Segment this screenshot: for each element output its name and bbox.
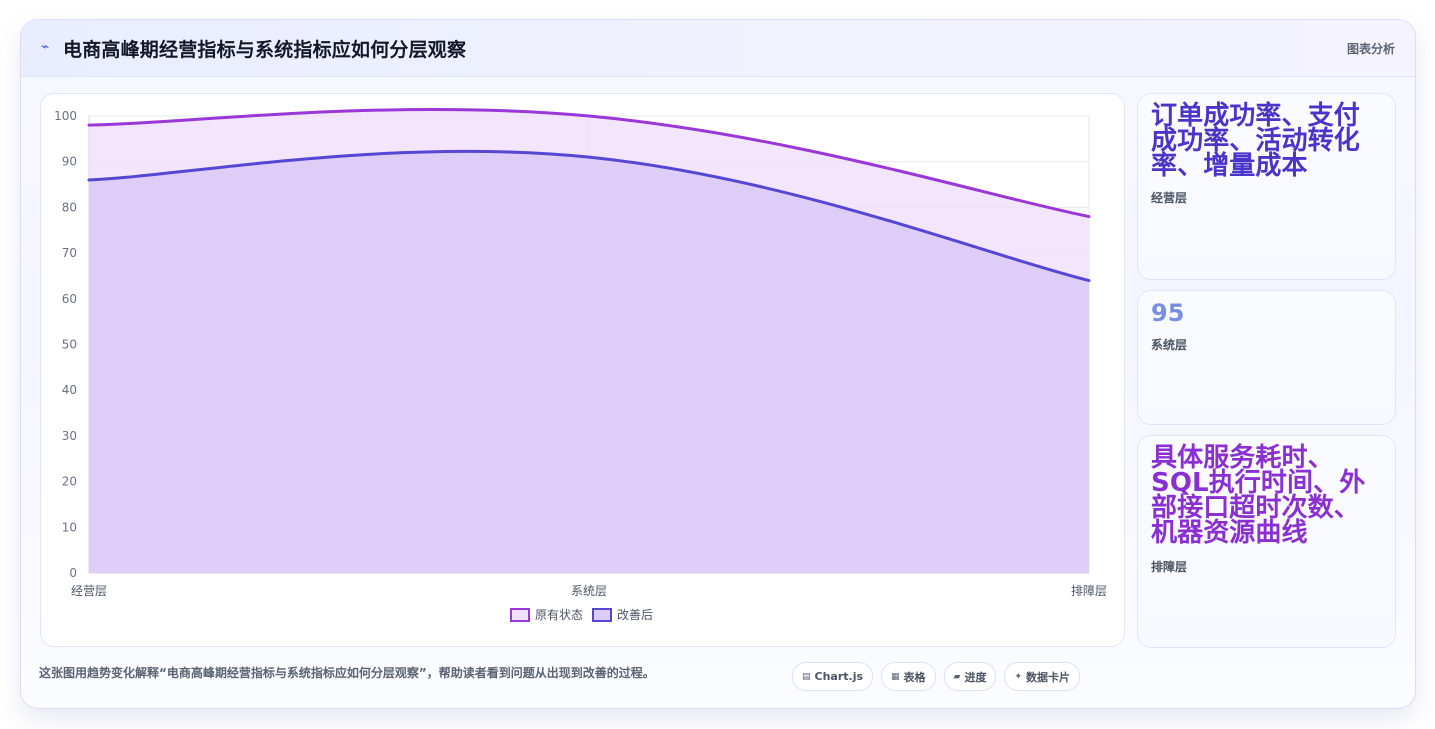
y-tick-label: 40 [62, 383, 77, 397]
series-line-improved [87, 149, 1091, 283]
metric-label-troubleshooting: 排障层 [1151, 560, 1188, 574]
metric-label-business: 经营层 [1151, 191, 1188, 205]
panel-header: ⌁ 电商高峰期经营指标与系统指标应如何分层观察 图表分析 [21, 20, 1415, 77]
chart-card: 0 10 20 30 40 50 60 70 80 90 100 经营层 系统层 排障层原有状态 改善后 [40, 93, 1125, 647]
metric-label-system: 系统层 [1151, 338, 1188, 352]
y-tick-label: 100 [54, 109, 77, 123]
chart-icon: ▤ [802, 671, 811, 682]
trend-icon: ⌁ [41, 39, 50, 55]
legend-label: 原有状态 [535, 608, 583, 622]
legend-swatch [592, 608, 612, 622]
chart-analysis-label: 图表分析 [1346, 42, 1395, 56]
y-tick-label: 10 [62, 520, 77, 534]
series-area-improved [89, 151, 1089, 573]
x-tick-label: 系统层 [571, 584, 607, 598]
metric-value-system: 95 [1151, 299, 1185, 327]
data-card-badge-label: 数据卡片 [1026, 670, 1071, 684]
y-tick-label: 80 [62, 200, 77, 214]
y-tick-label: 20 [62, 475, 77, 489]
metric-value-business: 订单成功率、支付成功率、活动转化率、增量成本 [1151, 101, 1360, 181]
table-badge[interactable]: ▦ 表格 [881, 662, 936, 691]
table-badge-label: 表格 [903, 670, 926, 684]
progress-badge[interactable]: ▰ 进度 [943, 662, 997, 691]
data-card-badge[interactable]: ✦ 数据卡片 [1004, 662, 1081, 691]
y-tick-label: 70 [62, 246, 77, 260]
y-tick-label: 30 [62, 429, 77, 443]
card-icon: ✦ [1014, 671, 1023, 682]
dashboard-panel: ⌁ 电商高峰期经营指标与系统指标应如何分层观察 图表分析 0 10 20 30 40 50… [20, 19, 1416, 709]
legend-label: 改善后 [617, 607, 653, 622]
table-icon: ▦ [891, 671, 900, 682]
metric-value-troubleshooting: 具体服务耗时、SQL执行时间、外部接口超时次数、机器资源曲线 [1151, 443, 1366, 548]
page-title: 电商高峰期经营指标与系统指标应如何分层观察 [63, 39, 467, 61]
chart-note: 这张图用趋势变化解释“电商高峰期经营指标与系统指标应如何分层观察”，帮助读者看到… [39, 666, 655, 680]
metric-card-system: 95 系统层 [1137, 290, 1396, 425]
metric-card-troubleshooting: 具体服务耗时、SQL执行时间、外部接口超时次数、机器资源曲线 排障层 [1137, 435, 1396, 648]
y-tick-label: 50 [62, 338, 77, 352]
chartjs-badge[interactable]: ▤ Chart.js [792, 662, 874, 691]
series-line-original [87, 107, 1091, 219]
y-tick-label: 60 [62, 292, 77, 306]
legend-swatch [510, 608, 530, 622]
metric-card-business: 订单成功率、支付成功率、活动转化率、增量成本 经营层 [1137, 93, 1396, 280]
y-tick-label: 0 [69, 566, 77, 580]
x-tick-label: 排障层 [1071, 583, 1107, 598]
y-tick-label: 90 [62, 155, 77, 169]
x-tick-label: 经营层 [71, 584, 107, 598]
progress-badge-label: 进度 [964, 670, 987, 684]
badge-row: ▤ Chart.js ▦ 表格 ▰ 进度 ✦ 数据卡片 [792, 662, 1081, 691]
chartjs-badge-label: Chart.js [814, 670, 864, 683]
progress-icon: ▰ [953, 671, 961, 682]
